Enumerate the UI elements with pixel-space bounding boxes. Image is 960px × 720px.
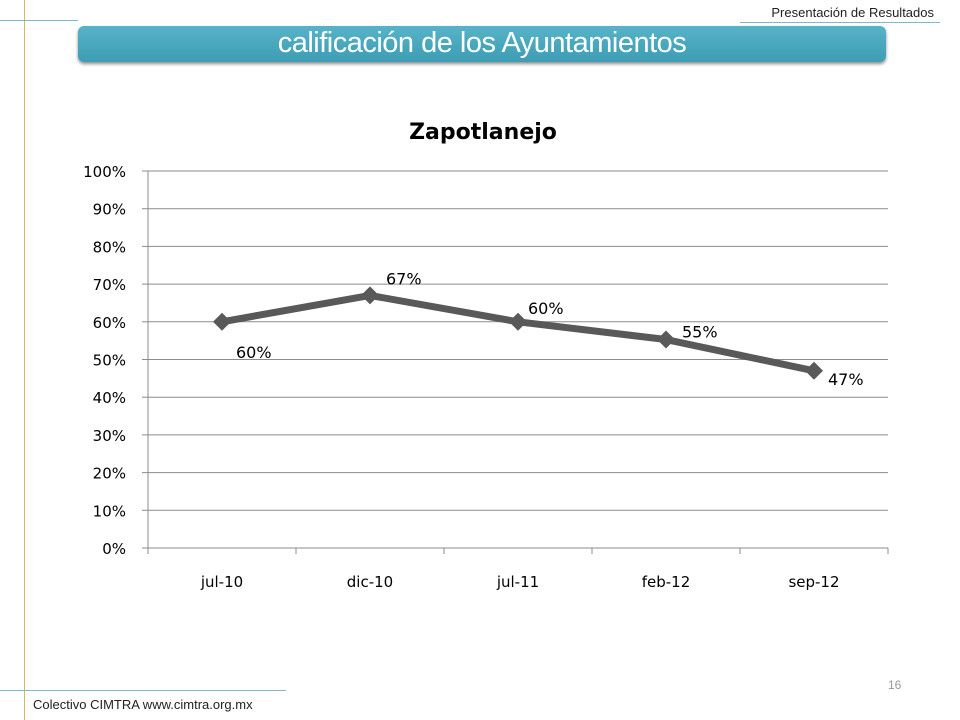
data-label: 67% bbox=[386, 269, 422, 288]
y-tick-label: 60% bbox=[93, 314, 126, 332]
x-tick-label: feb-12 bbox=[642, 573, 691, 591]
x-tick-label: sep-12 bbox=[788, 573, 839, 591]
data-label: 47% bbox=[828, 370, 864, 389]
y-tick-label: 20% bbox=[93, 465, 126, 483]
data-label: 60% bbox=[528, 299, 564, 318]
y-tick-label: 40% bbox=[93, 389, 126, 407]
left-accent-line bbox=[24, 0, 25, 720]
footer-rule bbox=[0, 690, 286, 691]
slide-title: calificación de los Ayuntamientos bbox=[277, 27, 687, 59]
x-tick-label: jul-10 bbox=[200, 573, 243, 591]
data-point-marker bbox=[657, 330, 675, 349]
x-tick-label: dic-10 bbox=[347, 573, 393, 591]
data-point-marker bbox=[213, 312, 231, 331]
y-tick-label: 0% bbox=[102, 540, 126, 558]
page-number: 16 bbox=[888, 678, 902, 692]
footer-text: Colectivo CIMTRA www.cimtra.org.mx bbox=[33, 697, 253, 712]
data-point-marker bbox=[509, 312, 527, 331]
y-tick-label: 100% bbox=[83, 163, 126, 181]
x-tick-label: jul-11 bbox=[496, 573, 539, 591]
y-tick-label: 80% bbox=[93, 238, 126, 256]
y-tick-label: 30% bbox=[93, 427, 126, 445]
data-point-marker bbox=[361, 286, 379, 305]
title-banner: calificación de los Ayuntamientos bbox=[78, 26, 886, 62]
header-label: Presentación de Resultados bbox=[771, 5, 934, 20]
data-point-marker bbox=[805, 361, 823, 380]
y-tick-label: 90% bbox=[93, 201, 126, 219]
header-rule bbox=[740, 22, 940, 23]
data-label: 55% bbox=[682, 323, 718, 342]
data-label: 60% bbox=[236, 343, 272, 362]
y-axis-tick-labels: 0% 10% 20% 30% 40% 50% 60% 70% 80% 90% 100% bbox=[83, 163, 126, 558]
chart-series bbox=[213, 286, 823, 380]
x-axis: jul-10 dic-10 jul-11 feb-12 sep-12 bbox=[147, 171, 889, 591]
y-tick-label: 70% bbox=[93, 276, 126, 294]
top-accent-rule bbox=[0, 20, 78, 21]
y-tick-label: 10% bbox=[93, 502, 126, 520]
chart-title: Zapotlanejo bbox=[409, 120, 557, 145]
chart-data-labels: 60% 67% 60% 55% 47% bbox=[236, 269, 864, 388]
y-tick-label: 50% bbox=[93, 352, 126, 370]
